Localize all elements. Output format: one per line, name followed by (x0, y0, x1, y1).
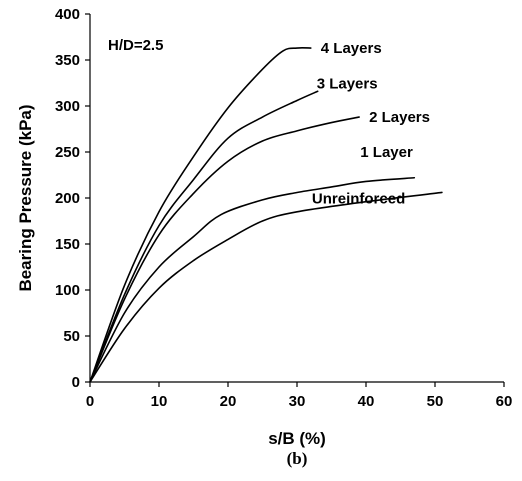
series-label-unreinforced: Unreinforced (312, 191, 405, 208)
x-tick-label: 60 (496, 393, 513, 410)
y-tick-label: 250 (55, 144, 80, 161)
y-tick-label: 300 (55, 98, 80, 115)
axes (89, 14, 504, 383)
series-line-4-layers (89, 47, 312, 383)
series-line-1-layer (89, 176, 416, 383)
series-line-3-layers (89, 90, 319, 383)
y-tick-label: 350 (55, 52, 80, 69)
x-ticks: 0 10 20 30 40 50 60 (86, 382, 513, 410)
x-tick-label: 50 (427, 393, 444, 410)
x-axis-title: s/B (%) (268, 429, 326, 448)
y-tick-label: 100 (55, 282, 80, 299)
y-tick-label: 0 (72, 374, 80, 391)
y-ticks: 0 50 100 150 200 250 300 350 400 (55, 6, 90, 391)
series-label-4-layers: 4 Layers (321, 40, 382, 57)
x-tick-label: 40 (358, 393, 375, 410)
series-line-2-layers (89, 116, 360, 383)
x-tick-label: 30 (289, 393, 306, 410)
x-tick-label: 0 (86, 393, 94, 410)
y-tick-label: 200 (55, 190, 80, 207)
annotation-hd-ratio: H/D=2.5 (108, 37, 163, 54)
y-tick-label: 150 (55, 236, 80, 253)
series-line-unreinforced (89, 191, 443, 383)
y-axis-title: Bearing Pressure (kPa) (16, 104, 35, 291)
y-tick-label: 50 (63, 328, 80, 345)
y-tick-label: 400 (55, 6, 80, 23)
series-label-2-layers: 2 Layers (369, 109, 430, 126)
series-labels: 4 Layers 3 Layers 2 Layers 1 Layer Unreinfor… (312, 40, 430, 208)
figure-caption: (b) (287, 449, 308, 468)
series-group (89, 47, 443, 383)
series-label-1-layer: 1 Layer (360, 144, 413, 161)
x-tick-label: 10 (151, 393, 168, 410)
series-label-3-layers: 3 Layers (317, 75, 378, 92)
x-tick-label: 20 (220, 393, 237, 410)
